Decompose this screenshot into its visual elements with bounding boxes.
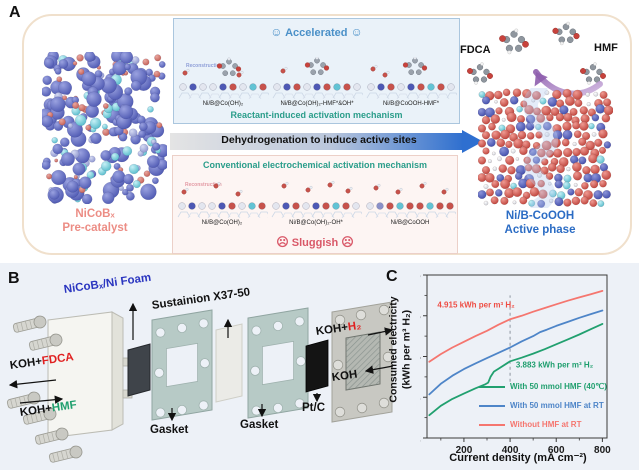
legend-line-swatch (479, 385, 505, 388)
smiley-face-icon: ☺ (270, 25, 283, 39)
y-tick-label: 3 (420, 393, 421, 404)
gasket-right-label: Gasket (240, 419, 279, 431)
conventional-mechanism-box: Conventional electrochemical activation … (172, 155, 469, 254)
series-line (428, 289, 604, 363)
smiley-face-icon: ☺ (350, 25, 363, 39)
structure-6: Ni/B@CoOOH (364, 176, 469, 226)
series-line (428, 309, 604, 396)
structure-label: Ni/B@CoOOH-HMF* (382, 101, 440, 107)
legend-entry: With 50 mmol HMF (40℃) (479, 381, 607, 392)
frown-face-icon: ☹ (341, 235, 354, 249)
consumed-electricity-chart: 200 400 600 800 2 3 4 5 6 4.915 kWh per m³ H₂ 3.88… (420, 271, 611, 457)
y-tick-label: 6 (420, 271, 421, 282)
dehydrogenation-arrow-label: Dehydrogenation to induce active sites (221, 134, 417, 146)
chart-legend: With 50 mmol HMF (40℃) With 50 mmol HMF a… (479, 381, 607, 430)
molecular-structure-illustration (177, 181, 281, 219)
legend-line-swatch (479, 423, 505, 426)
chart-annotation: 4.915 kWh per m³ H₂ (437, 301, 515, 310)
fdca-label: FDCA (460, 44, 491, 56)
chart-x-axis-label: Current density (mA cm⁻²) (449, 452, 587, 464)
chart-annotation: 3.883 kWh per m³ H₂ (516, 361, 594, 370)
reactant-induced-mechanism-label: Reactant-induced activation mechanism (230, 110, 403, 120)
chart-plot-area: 200 400 600 800 2 3 4 5 6 4.915 kWh per m³ H₂ 3.88… (420, 271, 611, 457)
structure-5: Ni/B@Co(OH)₂-OH* (270, 176, 375, 226)
nicob-precatalyst-cluster-illustration (42, 52, 167, 204)
reconstruction-label: Reconstruction (185, 182, 222, 188)
legend-entry: With 50 mmol HMF at RT (479, 400, 607, 411)
molecular-structure-illustration (272, 56, 376, 100)
gasket-left-label: Gasket (150, 424, 189, 436)
structure-label: Ni/B@Co(OH)₂ (201, 220, 243, 226)
y-tick-label: 2 (420, 434, 421, 445)
dehydrogenation-arrow (170, 130, 483, 153)
sluggish-label: Sluggish (291, 237, 339, 249)
y-axis-label-line1: Consumed electricity (387, 296, 400, 403)
panel-b-label: B (8, 270, 20, 287)
accelerated-header: ☺ Accelerated ☺ (174, 25, 459, 39)
legend-entry: Without HMF at RT (479, 419, 607, 430)
electrolyzer-exploded-diagram (6, 301, 394, 463)
conventional-mechanism-label: Conventional electrochemical activation … (202, 160, 428, 170)
x-tick-label: 400 (502, 445, 519, 456)
structure-1: Ni/B@Co(OH)₂ (177, 57, 282, 107)
reconstruction-label: Reconstruction (186, 63, 223, 69)
chart-y-axis-label: Consumed electricity (kWh per m³ H₂) (388, 264, 413, 436)
structure-2: Ni/B@Co(OH)₂-HMF*&OH* (271, 56, 376, 107)
active-phase-name: Ni/B-CoOOH (505, 210, 575, 222)
series-line (428, 323, 604, 417)
accelerated-label: Accelerated (285, 27, 348, 39)
legend-label: Without HMF at RT (510, 420, 582, 429)
y-axis-label-line2: (kWh per m³ H₂) (400, 309, 412, 390)
structure-4: Ni/B@Co(OH)₂ (176, 176, 281, 226)
active-phase-caption: Active phase (504, 224, 576, 236)
y-tick-label: 5 (420, 311, 421, 322)
panel-a-label: A (9, 4, 21, 21)
structure-3: Ni/B@CoOOH-HMF* (365, 56, 470, 107)
precatalyst-name: NiCoBₓ (75, 208, 115, 220)
legend-label: With 50 mmol HMF (40℃) (510, 382, 607, 391)
molecular-structure-illustration (365, 181, 469, 219)
structure-label: Ni/B@Co(OH)₂ (202, 101, 244, 107)
panel-c-label: C (386, 268, 398, 285)
structure-label: Ni/B@Co(OH)₂-HMF*&OH* (280, 101, 354, 107)
y-tick-label: 4 (420, 352, 421, 363)
x-tick-label: 200 (456, 445, 473, 456)
x-tick-label: 800 (594, 445, 611, 456)
molecular-structure-illustration (178, 57, 282, 100)
legend-label: With 50 mmol HMF at RT (510, 401, 604, 410)
hmf-label: HMF (594, 42, 618, 54)
accelerated-mechanism-box: ☺ Accelerated ☺ Reconstruction Ni/B@Co(O… (173, 18, 470, 124)
molecular-structure-illustration (271, 180, 375, 219)
structure-label: Ni/B@Co(OH)₂-OH* (289, 220, 343, 226)
precatalyst-caption: Pre-catalyst (62, 222, 128, 234)
structure-label: Ni/B@CoOOH (390, 220, 430, 226)
h2-species: H₂ (347, 319, 363, 334)
frown-face-icon: ☹ (276, 235, 289, 249)
x-tick-label: 600 (548, 445, 565, 456)
legend-line-swatch (479, 404, 505, 407)
ptc-label: Pt/C (302, 402, 325, 414)
molecular-structure-illustration (366, 56, 470, 100)
active-phase-cluster-illustration (478, 88, 613, 208)
sluggish-footer: ☹ Sluggish ☹ (173, 235, 457, 249)
